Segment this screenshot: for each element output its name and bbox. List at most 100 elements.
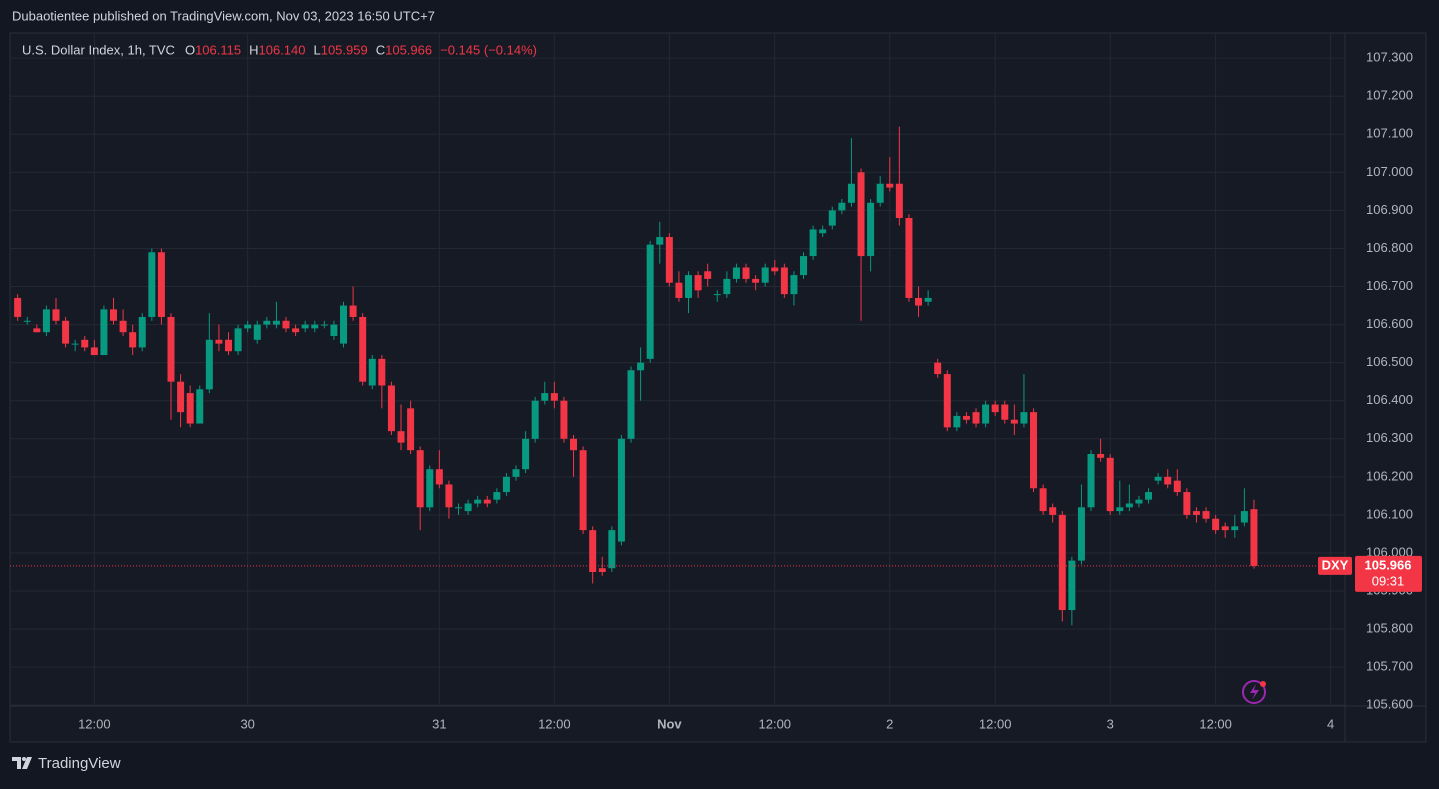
candle-body (110, 309, 118, 321)
y-tick-label: 105.800 (1366, 621, 1413, 636)
candle-body (349, 305, 357, 317)
ohlc-key: O (185, 42, 195, 57)
candle-body (1039, 488, 1047, 512)
candle-body (1231, 526, 1239, 531)
candle-body (1154, 476, 1162, 481)
footer-logo[interactable]: TradingView (12, 755, 121, 772)
candle-body (876, 183, 884, 203)
candle-body (1068, 560, 1076, 611)
candle-body (311, 324, 319, 329)
candle-body (895, 183, 903, 218)
y-tick-label: 105.700 (1366, 659, 1413, 674)
candle-body (1135, 499, 1143, 504)
candle-body (771, 267, 779, 272)
candle-body (1250, 509, 1258, 566)
x-tick-label: 12:00 (979, 716, 1012, 731)
candle-body (502, 476, 510, 493)
candle-body (1116, 507, 1124, 512)
candle-body (167, 316, 175, 382)
candle-body (780, 267, 788, 295)
candle-body (752, 278, 760, 283)
y-tick-label: 107.200 (1366, 88, 1413, 103)
candle-body (205, 339, 213, 390)
candle-body (704, 271, 712, 279)
candle-body (1010, 419, 1018, 424)
alert-icon[interactable] (1242, 680, 1266, 704)
y-tick-label: 107.100 (1366, 126, 1413, 141)
candle-body (1106, 457, 1114, 512)
candle-body (129, 332, 137, 348)
y-tick-label: 106.600 (1366, 316, 1413, 331)
symbol-tag (1318, 556, 1352, 575)
candle-body (761, 267, 769, 283)
candle-body (694, 275, 702, 291)
candle-body (148, 252, 156, 317)
ohlc-key: H (249, 42, 258, 57)
candle-body (474, 499, 482, 504)
x-tick-label: 3 (1107, 716, 1114, 731)
ohlc-value: 106.140 (258, 42, 305, 57)
candle-body (234, 328, 242, 352)
x-tick-label: 12:00 (1199, 716, 1232, 731)
y-tick-label: 107.000 (1366, 164, 1413, 179)
candle-body (905, 217, 913, 298)
candle-body (186, 393, 194, 424)
candle-body (435, 469, 443, 485)
candle-body (62, 320, 70, 344)
candle-body (263, 320, 271, 325)
candle-body (1240, 511, 1248, 523)
candle-body (665, 237, 673, 283)
candle-body (857, 172, 865, 257)
candle-body (320, 324, 328, 326)
x-tick-label: 2 (886, 716, 893, 731)
candle-body (637, 362, 645, 371)
candle-body (723, 278, 731, 295)
candle-body (1192, 511, 1200, 515)
candle-body (972, 412, 980, 424)
candle-body (579, 450, 587, 531)
candle-body (512, 469, 520, 477)
x-tick-label: 12:00 (538, 716, 571, 731)
x-tick-label: 30 (240, 716, 254, 731)
candle-body (177, 381, 185, 413)
candle-body (330, 324, 338, 337)
y-tick-label: 106.100 (1366, 506, 1413, 521)
y-tick-label: 106.800 (1366, 240, 1413, 255)
candle-body (387, 385, 395, 432)
candle-body (445, 484, 453, 508)
symbol-tag-label: DXY (1322, 557, 1349, 572)
y-tick-label: 106.500 (1366, 354, 1413, 369)
candle-body (301, 324, 309, 329)
candle-body (675, 282, 683, 298)
candle-body (52, 309, 60, 321)
candle-body (713, 294, 721, 296)
candle-body (397, 431, 405, 443)
candle-body (1183, 492, 1191, 515)
candle-body (915, 297, 923, 306)
candle-body (627, 370, 635, 439)
y-tick-label: 106.200 (1366, 468, 1413, 483)
candle-body (1020, 412, 1028, 424)
candle-body (138, 316, 146, 348)
candle-body (282, 320, 290, 329)
x-tick-label: 31 (432, 716, 446, 731)
candle-body (598, 568, 606, 573)
candle-body (982, 404, 990, 424)
candle-body (464, 503, 472, 512)
candle-body (1077, 507, 1085, 561)
x-tick-label: 12:00 (759, 716, 792, 731)
candle-body (1097, 454, 1105, 458)
candle-body (847, 183, 855, 203)
legend: U.S. Dollar Index, 1h, TVC O 106.115 H 106.… (22, 42, 537, 57)
ohlc-key: L (313, 42, 320, 57)
candle-body (119, 320, 127, 333)
candle-body (407, 408, 415, 451)
candle-body (157, 252, 165, 317)
candle-body (589, 530, 597, 573)
candle-body (1164, 476, 1172, 485)
candle-body (809, 229, 817, 257)
y-tick-label: 106.000 (1366, 544, 1413, 559)
candle-body (272, 320, 280, 325)
candle-body (215, 339, 223, 344)
candle-body (1087, 454, 1095, 508)
